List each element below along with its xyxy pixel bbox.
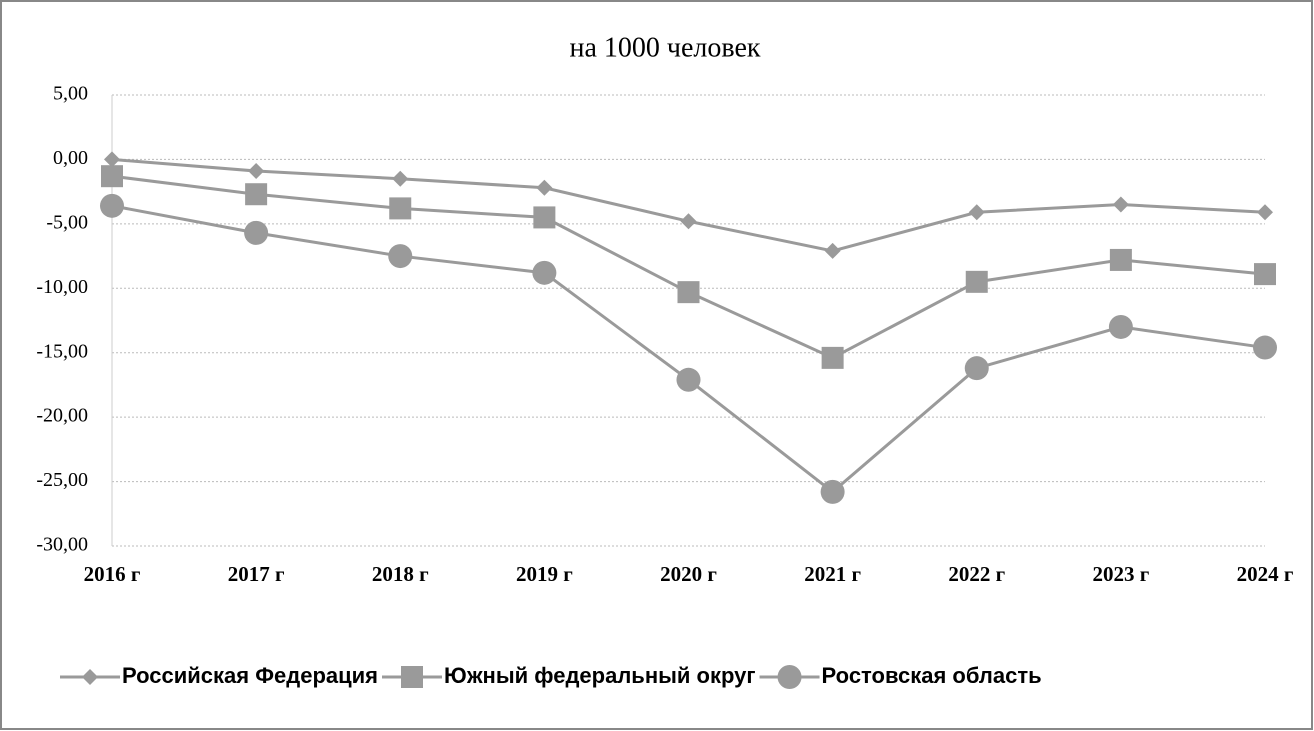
legend-item: Российская Федерация bbox=[60, 663, 378, 688]
marker bbox=[401, 666, 423, 688]
marker bbox=[676, 367, 701, 392]
marker bbox=[965, 270, 988, 293]
marker bbox=[389, 197, 412, 220]
marker bbox=[1253, 335, 1277, 360]
marker bbox=[1254, 263, 1276, 286]
marker bbox=[677, 281, 700, 304]
marker bbox=[536, 179, 553, 196]
marker bbox=[824, 242, 841, 259]
x-tick-label: 2018 г bbox=[372, 562, 429, 586]
marker bbox=[100, 193, 124, 218]
marker bbox=[244, 220, 269, 245]
y-tick-label: -10,00 bbox=[36, 276, 88, 298]
marker bbox=[968, 204, 985, 221]
y-tick-label: -20,00 bbox=[36, 405, 88, 427]
marker bbox=[101, 165, 123, 188]
marker bbox=[680, 213, 697, 230]
marker bbox=[1112, 196, 1129, 213]
x-tick-label: 2019 г bbox=[516, 562, 573, 586]
marker bbox=[820, 479, 845, 504]
x-tick-label: 2023 г bbox=[1092, 562, 1149, 586]
y-tick-label: -25,00 bbox=[36, 469, 88, 491]
marker bbox=[248, 163, 265, 180]
chart-title: на 1000 человек bbox=[570, 32, 761, 63]
legend-item: Южный федеральный округ bbox=[382, 663, 756, 688]
legend-label: Ростовская область bbox=[822, 663, 1042, 688]
marker bbox=[1257, 204, 1273, 221]
legend-label: Южный федеральный округ bbox=[444, 663, 756, 688]
y-tick-label: -30,00 bbox=[36, 534, 88, 556]
y-tick-label: 5,00 bbox=[53, 83, 88, 105]
y-tick-label: -15,00 bbox=[36, 340, 88, 362]
marker bbox=[1108, 314, 1133, 339]
marker bbox=[392, 170, 409, 187]
marker bbox=[532, 260, 557, 285]
x-tick-label: 2022 г bbox=[948, 562, 1005, 586]
marker bbox=[1109, 248, 1132, 271]
x-tick-label: 2024 г bbox=[1237, 562, 1294, 586]
marker bbox=[821, 346, 844, 369]
y-tick-label: 0,00 bbox=[53, 147, 88, 169]
marker bbox=[964, 356, 989, 381]
marker bbox=[82, 669, 98, 685]
x-tick-label: 2016 г bbox=[84, 562, 141, 586]
x-tick-label: 2017 г bbox=[228, 562, 285, 586]
marker bbox=[245, 183, 268, 206]
marker bbox=[388, 244, 413, 269]
marker bbox=[533, 206, 556, 229]
x-tick-label: 2021 г bbox=[804, 562, 861, 586]
y-tick-label: -5,00 bbox=[46, 211, 88, 233]
legend-item: Ростовская область bbox=[759, 663, 1042, 689]
x-tick-label: 2020 г bbox=[660, 562, 717, 586]
marker bbox=[777, 665, 802, 689]
marker bbox=[104, 151, 120, 168]
legend-label: Российская Федерация bbox=[122, 663, 378, 688]
